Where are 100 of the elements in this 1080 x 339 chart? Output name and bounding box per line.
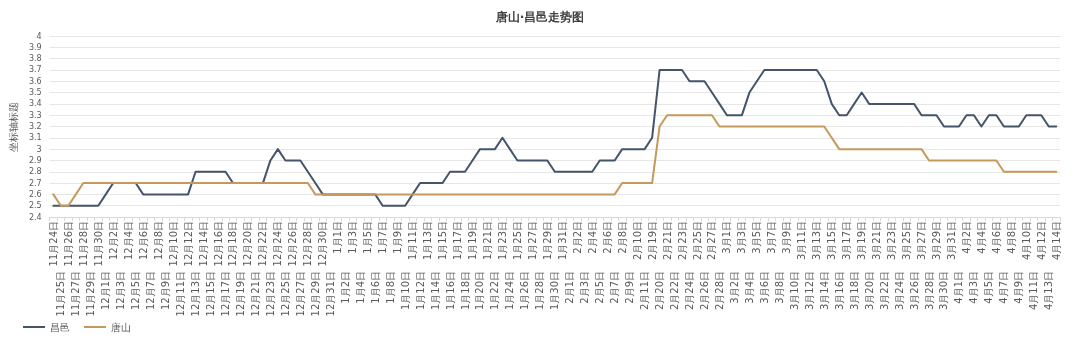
x-tick-label: 4月5日 bbox=[983, 271, 995, 304]
x-tick-label: 3月29日 bbox=[931, 221, 943, 261]
x-tick-label: 2月20日 bbox=[654, 271, 666, 311]
x-tick-label: 1月22日 bbox=[489, 271, 501, 311]
x-tick-label: 2月4日 bbox=[586, 221, 598, 254]
x-tick-label: 12月30日 bbox=[317, 221, 329, 267]
x-tick-label: 3月11日 bbox=[796, 221, 808, 261]
x-tick-label: 3月17日 bbox=[841, 221, 853, 261]
x-tick-label: 3月23日 bbox=[886, 221, 898, 261]
x-tick-label: 1月14日 bbox=[429, 271, 441, 311]
x-tick-label: 12月11日 bbox=[175, 271, 187, 317]
x-tick-label: 12月21日 bbox=[249, 271, 261, 317]
x-tick-label: 1月1日 bbox=[332, 221, 344, 254]
y-tick-label: 3.8 bbox=[28, 54, 42, 64]
x-tick-label: 1月12日 bbox=[414, 271, 426, 311]
x-tick-label: 3月4日 bbox=[743, 271, 755, 304]
y-tick-label: 3.4 bbox=[28, 99, 42, 109]
x-tick-label: 1月19日 bbox=[466, 221, 478, 261]
x-tick-label: 12月17日 bbox=[220, 271, 231, 317]
x-tick-label: 1月17日 bbox=[452, 221, 464, 261]
y-tick-label: 2.6 bbox=[28, 189, 42, 199]
x-tick-label: 1月5日 bbox=[362, 221, 374, 254]
x-tick-label: 2月23日 bbox=[676, 221, 688, 261]
x-tick-label: 12月3日 bbox=[115, 271, 127, 311]
x-tick-label: 3月8日 bbox=[773, 271, 785, 304]
x-tick-label: 12月20日 bbox=[242, 221, 254, 267]
x-tick-label: 1月8日 bbox=[384, 271, 396, 304]
x-tick-label: 12月18日 bbox=[227, 221, 239, 267]
x-tick-label: 3月10日 bbox=[788, 271, 800, 311]
x-tick-label: 11月26日 bbox=[62, 221, 74, 267]
y-tick-label: 3.6 bbox=[28, 76, 42, 86]
x-tick-label: 4月1日 bbox=[953, 271, 965, 304]
x-tick-label: 2月1日 bbox=[564, 271, 576, 304]
x-tick-label: 1月4日 bbox=[354, 271, 366, 304]
x-tick-label: 12月22日 bbox=[257, 221, 269, 267]
x-tick-label: 1月27日 bbox=[526, 221, 538, 261]
x-tick-label: 4月7日 bbox=[998, 271, 1010, 304]
y-tick-label: 3 bbox=[36, 144, 42, 154]
x-tick-label: 1月31日 bbox=[556, 221, 568, 261]
x-tick-label: 12月19日 bbox=[234, 271, 246, 317]
y-tick-label: 3.5 bbox=[28, 88, 42, 98]
x-tick-label: 12月25日 bbox=[279, 271, 291, 317]
x-tick-label: 12月6日 bbox=[137, 221, 149, 261]
x-tick-label: 3月9日 bbox=[781, 221, 793, 254]
x-tick-label: 4月6日 bbox=[990, 221, 1002, 254]
x-tick-label: 1月13日 bbox=[422, 221, 434, 261]
x-tick-label: 3月20日 bbox=[863, 271, 875, 311]
x-tick-label: 3月12日 bbox=[803, 271, 815, 311]
x-tick-label: 3月27日 bbox=[916, 221, 928, 261]
y-tick-label: 3.7 bbox=[28, 65, 42, 75]
x-tick-label: 2月27日 bbox=[706, 221, 718, 261]
x-tick-label: 2月11日 bbox=[639, 271, 651, 311]
x-tick-label: 4月9日 bbox=[1013, 271, 1025, 304]
x-tick-label: 12月4日 bbox=[122, 221, 134, 261]
x-tick-label: 2月19日 bbox=[646, 221, 658, 261]
x-tick-label: 12月7日 bbox=[145, 271, 157, 311]
x-tick-label: 3月28日 bbox=[923, 271, 935, 311]
x-tick-label: 3月2日 bbox=[728, 271, 740, 304]
x-tick-label: 12月2日 bbox=[107, 221, 119, 261]
chart-title: 唐山·昌邑走势图 bbox=[494, 10, 585, 24]
x-tick-label: 12月26日 bbox=[287, 221, 299, 267]
x-tick-label: 3月1日 bbox=[721, 221, 733, 254]
x-tick-label: 1月7日 bbox=[377, 221, 389, 254]
x-tick-label: 4月2日 bbox=[960, 221, 972, 254]
x-tick-label: 11月30日 bbox=[92, 221, 104, 267]
x-tick-label: 12月16日 bbox=[212, 221, 224, 267]
x-tick-label: 3月30日 bbox=[938, 271, 950, 311]
x-tick-label: 4月3日 bbox=[968, 271, 980, 304]
x-tick-label: 12月29日 bbox=[309, 271, 321, 317]
x-tick-label: 3月5日 bbox=[751, 221, 763, 254]
x-tick-label: 3月6日 bbox=[758, 271, 770, 304]
x-tick-label: 12月13日 bbox=[190, 271, 202, 317]
y-tick-label: 2.7 bbox=[28, 178, 42, 188]
x-tick-label: 2月6日 bbox=[601, 221, 613, 254]
x-tick-label: 1月20日 bbox=[474, 271, 486, 311]
x-tick-label: 3月7日 bbox=[766, 221, 778, 254]
x-tick-label: 3月15日 bbox=[826, 221, 838, 261]
x-tick-label: 11月25日 bbox=[55, 271, 67, 317]
legend-label: 唐山 bbox=[111, 321, 131, 333]
y-tick-label: 2.5 bbox=[28, 201, 42, 211]
y-tick-label: 2.4 bbox=[28, 212, 42, 222]
y-tick-label: 3.1 bbox=[28, 133, 42, 143]
line-series bbox=[52, 114, 1058, 207]
x-tick-label: 2月3日 bbox=[579, 271, 591, 304]
x-tick-label: 2月25日 bbox=[691, 221, 703, 261]
x-tick-label: 4月11日 bbox=[1028, 271, 1040, 311]
x-tick-label: 12月12日 bbox=[182, 221, 194, 267]
x-tick-label: 12月15日 bbox=[205, 271, 217, 317]
y-tick-label: 3.9 bbox=[28, 42, 42, 52]
x-tick-label: 1月18日 bbox=[459, 271, 471, 311]
x-tick-label: 12月10日 bbox=[167, 221, 179, 267]
y-tick-label: 3.3 bbox=[28, 110, 42, 120]
x-tick-label: 3月19日 bbox=[856, 221, 868, 261]
x-tick-label: 1月11日 bbox=[407, 221, 419, 261]
x-tick-label: 4月14日 bbox=[1050, 221, 1062, 261]
x-tick-label: 11月27日 bbox=[70, 271, 82, 317]
x-tick-label: 3月31日 bbox=[945, 221, 957, 261]
x-tick-label: 2月2日 bbox=[571, 221, 583, 254]
x-tick-label: 3月16日 bbox=[833, 271, 845, 311]
y-axis-title: 坐标轴标题 bbox=[7, 101, 19, 152]
